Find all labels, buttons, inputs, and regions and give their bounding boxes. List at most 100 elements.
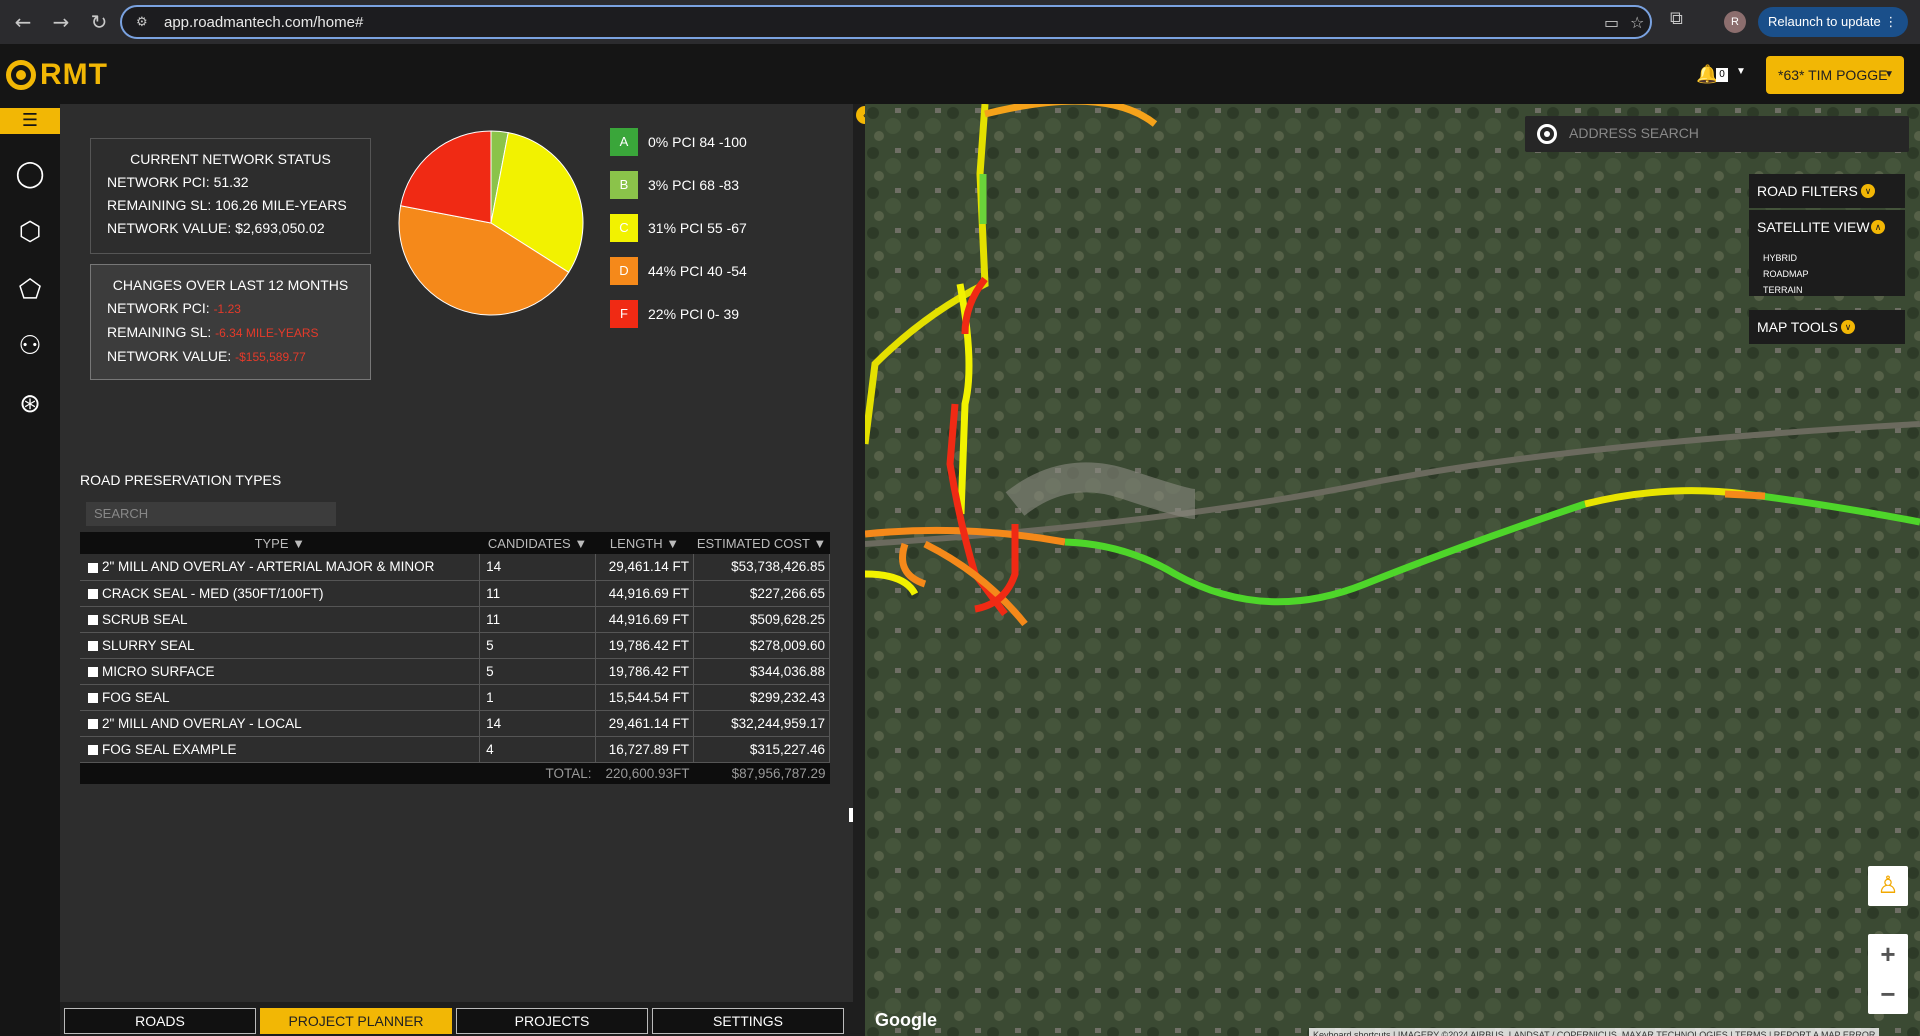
road-filters-header[interactable]: ROAD FILTERS ∨ bbox=[1749, 174, 1905, 208]
column-header-candidates[interactable]: CANDIDATES ▼ bbox=[479, 532, 596, 554]
road-segment[interactable] bbox=[899, 542, 927, 588]
view-option-terrain[interactable]: TERRAIN bbox=[1763, 285, 1803, 295]
map-tools-header[interactable]: MAP TOOLS ∨ bbox=[1749, 310, 1905, 344]
project-planner-panel: CURRENT NETWORK STATUS NETWORK PCI: 51.3… bbox=[60, 104, 853, 1002]
back-icon[interactable]: ← bbox=[14, 10, 32, 34]
site-info-icon[interactable]: ⚙ bbox=[136, 14, 148, 29]
pentagon-icon[interactable]: ⬠ bbox=[18, 275, 42, 305]
tab-projects[interactable]: PROJECTS bbox=[456, 1008, 648, 1034]
row-checkbox[interactable] bbox=[88, 562, 98, 573]
row-checkbox[interactable] bbox=[88, 614, 98, 625]
road-filters-menu[interactable]: ROAD FILTERS ∨ bbox=[1749, 174, 1905, 208]
user-caret-icon: ▼ bbox=[1884, 69, 1894, 80]
chevron-up-icon[interactable]: ∧ bbox=[1871, 220, 1885, 234]
map-attribution[interactable]: Keyboard shortcuts | IMAGERY ©2024 AIRBU… bbox=[1309, 1028, 1880, 1036]
forward-icon[interactable]: → bbox=[52, 10, 70, 34]
satellite-map[interactable]: ADDRESS SEARCH ROAD FILTERS ∨ SATELLITE … bbox=[865, 104, 1920, 1036]
column-header-type[interactable]: TYPE ▼ bbox=[80, 532, 480, 554]
reload-icon[interactable]: ↻ bbox=[90, 10, 108, 34]
rmt-logo[interactable]: RMT bbox=[6, 58, 108, 92]
road-segment[interactable] bbox=[961, 276, 988, 335]
row-type: MICRO SURFACE bbox=[102, 663, 215, 679]
satellite-view-header[interactable]: SATELLITE VIEW ∧ bbox=[1749, 210, 1905, 244]
tab-roads[interactable]: ROADS bbox=[64, 1008, 256, 1034]
table-row[interactable]: 2" MILL AND OVERLAY - LOCAL 14 29,461.14 F… bbox=[80, 710, 830, 737]
table-row[interactable]: 2" MILL AND OVERLAY - ARTERIAL MAJOR & M… bbox=[80, 554, 830, 581]
address-search[interactable]: ADDRESS SEARCH bbox=[1525, 116, 1909, 152]
view-option-hybrid[interactable]: HYBRID bbox=[1763, 253, 1798, 263]
road-segment[interactable] bbox=[1724, 490, 1766, 500]
road-segment[interactable] bbox=[956, 283, 973, 515]
locate-icon[interactable] bbox=[1537, 124, 1557, 144]
row-type-cell: FOG SEAL bbox=[80, 684, 481, 711]
pci-legend: A 0% PCI 84 -100 B 3% PCI 68 -83 C 31% PCI 55… bbox=[610, 128, 747, 343]
map-tools-menu[interactable]: MAP TOOLS ∨ bbox=[1749, 310, 1905, 344]
install-app-icon[interactable]: ▭ bbox=[1604, 15, 1620, 32]
user-menu-button[interactable]: *63* TIM POGGE ▼ bbox=[1766, 56, 1904, 94]
tab-project-planner[interactable]: PROJECT PLANNER bbox=[260, 1008, 452, 1034]
row-checkbox[interactable] bbox=[88, 640, 98, 651]
profile-avatar[interactable]: R bbox=[1724, 11, 1746, 33]
notification-bell-icon[interactable]: 🔔 bbox=[1696, 64, 1719, 84]
total-spacer bbox=[80, 762, 480, 784]
row-type-cell: CRACK SEAL - MED (350FT/100FT) bbox=[80, 580, 481, 607]
rmt-sun-icon[interactable]: ⊛ bbox=[19, 389, 41, 419]
row-cost: $32,244,959.17 bbox=[693, 710, 830, 737]
table-row[interactable]: SLURRY SEAL 5 19,786.42 FT $278,009.60 bbox=[80, 632, 830, 659]
circle-icon[interactable]: ◯ bbox=[15, 159, 45, 189]
legend-item: B 3% PCI 68 -83 bbox=[610, 171, 747, 199]
column-header-cost[interactable]: ESTIMATED COST ▼ bbox=[693, 532, 830, 554]
zoom-out-button[interactable]: − bbox=[1880, 979, 1896, 1009]
table-row[interactable]: FOG SEAL EXAMPLE 4 16,727.89 FT $315,227.46 bbox=[80, 736, 830, 763]
url-text[interactable]: app.roadmantech.com/home# bbox=[164, 13, 364, 31]
cube-icon[interactable]: ⬡ bbox=[18, 217, 42, 247]
road-segment[interactable] bbox=[923, 540, 1028, 627]
table-row[interactable]: FOG SEAL 1 15,544.54 FT $299,232.43 bbox=[80, 684, 830, 711]
changes-value-value: -$155,589.77 bbox=[235, 350, 306, 364]
road-segment[interactable] bbox=[946, 403, 1008, 617]
legend-swatch: D bbox=[610, 257, 638, 285]
changes-title: CHANGES OVER LAST 12 MONTHS bbox=[112, 277, 349, 293]
row-checkbox[interactable] bbox=[88, 588, 98, 599]
pie-slice-d[interactable] bbox=[398, 205, 570, 316]
chevron-down-icon[interactable]: ∨ bbox=[1861, 184, 1875, 198]
sliders-icon[interactable]: ☰ bbox=[0, 108, 60, 134]
user-icon[interactable]: ⚇ bbox=[18, 331, 42, 361]
relaunch-button[interactable]: Relaunch to update ⋮ bbox=[1758, 7, 1908, 37]
changes-sl-label: REMAINING SL: bbox=[107, 324, 212, 340]
logo-sun-icon bbox=[6, 60, 36, 90]
road-segment[interactable] bbox=[1064, 500, 1587, 606]
street-view-pegman-icon[interactable]: ♙ bbox=[1868, 866, 1908, 906]
preservation-search-input[interactable]: SEARCH bbox=[86, 502, 336, 526]
row-candidates: 11 bbox=[479, 580, 597, 607]
table-row[interactable]: MICRO SURFACE 5 19,786.42 FT $344,036.88 bbox=[80, 658, 830, 685]
row-type-cell: MICRO SURFACE bbox=[80, 658, 481, 685]
column-header-length[interactable]: LENGTH ▼ bbox=[595, 532, 694, 554]
table-row[interactable]: CRACK SEAL - MED (350FT/100FT) 11 44,916.6… bbox=[80, 580, 830, 607]
row-checkbox[interactable] bbox=[88, 718, 98, 729]
road-segment[interactable] bbox=[865, 570, 919, 596]
tab-settings[interactable]: SETTINGS bbox=[652, 1008, 844, 1034]
panel-resize-handle[interactable] bbox=[849, 808, 853, 822]
row-cost: $278,009.60 bbox=[693, 632, 830, 659]
view-option-roadmap[interactable]: ROADMAP bbox=[1763, 269, 1809, 279]
extensions-icon[interactable]: ⧉ bbox=[1670, 8, 1683, 28]
address-bar[interactable]: ⚙ app.roadmantech.com/home# ▭ ☆ bbox=[120, 5, 1652, 39]
road-segment[interactable] bbox=[984, 104, 1158, 127]
satellite-view-menu[interactable]: SATELLITE VIEW ∧ HYBRID ROADMAP TERRAIN bbox=[1749, 210, 1905, 296]
row-checkbox[interactable] bbox=[88, 744, 98, 755]
row-checkbox[interactable] bbox=[88, 666, 98, 677]
notification-caret-icon[interactable]: ▼ bbox=[1736, 66, 1746, 77]
row-checkbox[interactable] bbox=[88, 692, 98, 703]
road-segment[interactable] bbox=[974, 524, 1019, 613]
row-type-cell: FOG SEAL EXAMPLE bbox=[80, 736, 481, 763]
zoom-in-button[interactable]: + bbox=[1880, 939, 1896, 969]
table-row[interactable]: SCRUB SEAL 11 44,916.69 FT $509,628.25 bbox=[80, 606, 830, 633]
row-length: 15,544.54 FT bbox=[595, 684, 695, 711]
bookmark-star-icon[interactable]: ☆ bbox=[1630, 15, 1645, 32]
chevron-down-icon[interactable]: ∨ bbox=[1841, 320, 1855, 334]
pie-slice-f[interactable] bbox=[400, 130, 492, 224]
legend-item: F 22% PCI 0- 39 bbox=[610, 300, 747, 328]
map-canvas[interactable] bbox=[865, 104, 1920, 1036]
address-search-placeholder[interactable]: ADDRESS SEARCH bbox=[1569, 125, 1699, 141]
